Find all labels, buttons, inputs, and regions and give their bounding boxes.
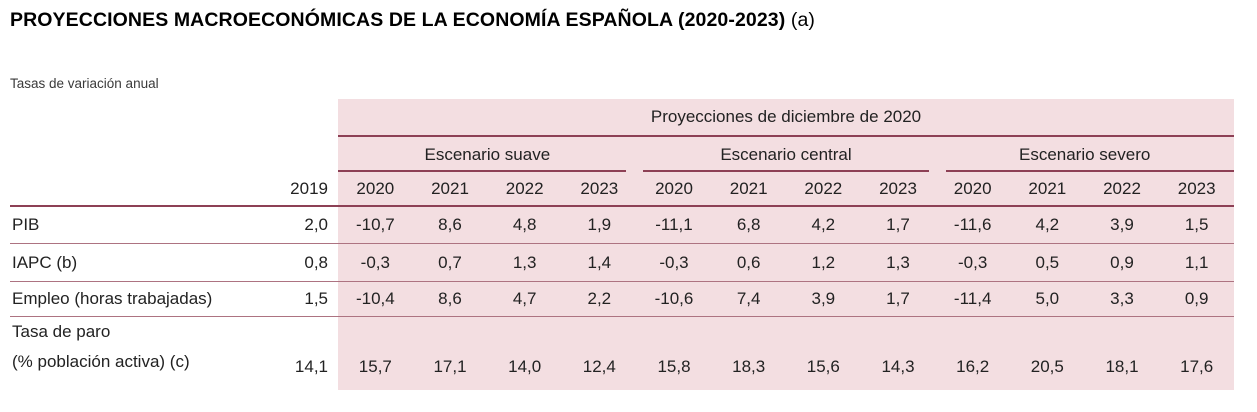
data-cell: 15,7 [338,317,413,390]
data-cell: 16,2 [935,317,1010,390]
year-header: 2020 [338,172,413,205]
data-cell: 2,2 [561,282,637,316]
data-cell: 1,3 [860,244,936,281]
row-label-line2: (% población activa) (c) [12,351,190,371]
scenario-label: Escenario severo [1018,144,1151,164]
row-label-line1: Tasa de paro [12,322,111,341]
header-spacer [10,99,338,137]
data-cell: 1,7 [860,282,936,316]
row-label: Empleo (horas trabajadas) [12,289,213,308]
data-cell: 6,8 [711,207,786,243]
data-cell: 4,8 [487,207,562,243]
row-label: Tasa de paro (% población activa) (c) [10,317,256,390]
data-cell: 0,5 [1009,244,1085,281]
data-cell: -0,3 [935,244,1010,281]
projections-table: Proyecciones de diciembre de 2020 Escena… [10,99,1234,390]
data-cell: 0,9 [1084,244,1160,281]
page-title-main: PROYECCIONES MACROECONÓMICAS DE LA ECONO… [10,9,786,31]
data-cell: 1,3 [487,244,562,281]
data-cell: -11,6 [935,207,1010,243]
header-spacer [10,137,338,172]
scenario-underline [642,170,930,172]
scenario-label: Escenario central [720,144,852,164]
scenario-underline [338,170,626,172]
data-cell: 3,9 [1084,207,1160,243]
header-spacer [10,172,256,205]
scenario-header-row: Escenario suave Escenario central Escena… [10,137,1234,172]
data-cell: 8,6 [412,207,488,243]
data-cell: -10,6 [636,282,712,316]
data-cell: 8,6 [412,282,488,316]
data-cell: 17,6 [1159,317,1234,390]
data-cell: 14,0 [487,317,562,390]
year-header: 2022 [785,172,861,205]
base-value: 14,1 [294,356,328,376]
base-value: 0,8 [304,252,328,272]
projections-header-row: Proyecciones de diciembre de 2020 [10,99,1234,137]
data-cell: 4,2 [785,207,861,243]
page-title: PROYECCIONES MACROECONÓMICAS DE LA ECONO… [10,9,815,32]
data-cell: -10,4 [338,282,413,316]
data-cell: 0,9 [1159,282,1234,316]
data-cell: 3,9 [785,282,861,316]
projections-header: Proyecciones de diciembre de 2020 [338,99,1234,137]
units-note: Tasas de variación anual [10,76,159,91]
year-header: 2023 [1159,172,1234,205]
data-cell: 1,7 [860,207,936,243]
data-cell: 4,7 [487,282,562,316]
data-cell: 15,6 [785,317,861,390]
year-header: 2023 [860,172,936,205]
base-value: 1,5 [304,289,328,308]
table-row-pib: PIB 2,0 -10,7 8,6 4,8 1,9 -11,1 6,8 4,2 … [10,207,1234,244]
data-cell: 7,4 [711,282,786,316]
row-label: PIB [12,215,40,234]
scenario-header-suave: Escenario suave [338,137,637,172]
data-cell: -0,3 [636,244,712,281]
year-header: 2023 [561,172,637,205]
year-header-row: 2019 2020 2021 2022 2023 2020 2021 2022 … [10,172,1234,207]
page-title-footnote-ref: (a) [790,9,815,31]
data-cell: -10,7 [338,207,413,243]
data-cell: -11,1 [636,207,712,243]
data-cell: -0,3 [338,244,413,281]
year-header: 2020 [935,172,1010,205]
data-cell: 17,1 [412,317,488,390]
table-row-empleo: Empleo (horas trabajadas) 1,5 -10,4 8,6 … [10,282,1234,317]
year-header: 2021 [1009,172,1085,205]
year-header: 2021 [711,172,786,205]
table-row-iapc: IAPC (b) 0,8 -0,3 0,7 1,3 1,4 -0,3 0,6 1… [10,244,1234,282]
year-header: 2020 [636,172,712,205]
base-value: 2,0 [304,215,328,234]
data-cell: 12,4 [561,317,637,390]
data-cell: 4,2 [1009,207,1085,243]
data-cell: 1,1 [1159,244,1234,281]
data-cell: 20,5 [1009,317,1085,390]
data-cell: 1,5 [1159,207,1234,243]
data-cell: 0,7 [412,244,488,281]
data-cell: 18,3 [711,317,786,390]
data-cell: 5,0 [1009,282,1085,316]
data-cell: 0,6 [711,244,786,281]
table-row-tasa-de-paro: Tasa de paro (% población activa) (c) 14… [10,317,1234,390]
row-label: IAPC (b) [12,252,78,272]
scenario-underline [946,170,1234,172]
data-cell: 1,2 [785,244,861,281]
data-cell: 15,8 [636,317,712,390]
data-cell: 3,3 [1084,282,1160,316]
year-header: 2021 [412,172,488,205]
data-cell: 14,3 [860,317,936,390]
scenario-header-severo: Escenario severo [935,137,1234,172]
scenario-header-central: Escenario central [636,137,936,172]
base-year-header: 2019 [290,178,328,198]
data-cell: 1,4 [561,244,637,281]
scenario-label: Escenario suave [424,144,551,164]
data-cell: 1,9 [561,207,637,243]
year-header: 2022 [1084,172,1160,205]
data-cell: 18,1 [1084,317,1160,390]
year-header: 2022 [487,172,562,205]
data-cell: -11,4 [935,282,1010,316]
